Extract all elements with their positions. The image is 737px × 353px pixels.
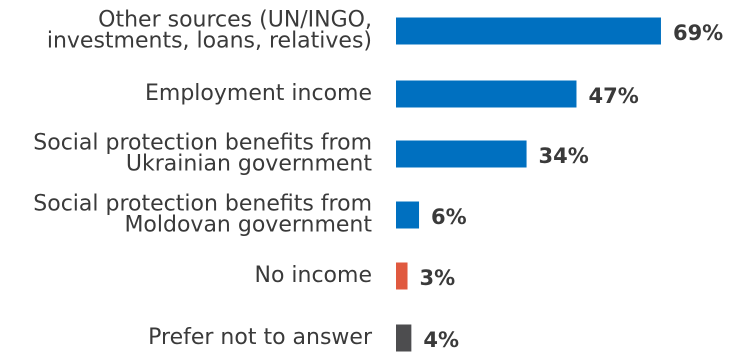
- category-label-4: No income: [255, 263, 373, 288]
- category-label-3: Social protection benefits from Moldovan …: [33, 192, 372, 238]
- category-label-line: No income: [255, 263, 373, 288]
- value-label-2: 34%: [539, 144, 589, 168]
- bar-3: [396, 201, 420, 229]
- value-label-1: 47%: [588, 84, 638, 108]
- bar-1: [396, 80, 577, 108]
- category-label-line: Other sources (UN/INGO,: [98, 8, 372, 33]
- category-label-2: Social protection benefits from Ukrainian…: [33, 131, 372, 177]
- category-label-line: Social protection benefits from: [33, 131, 372, 156]
- category-label-line: investments, loans, relatives): [47, 29, 372, 54]
- bar-4: [396, 262, 408, 290]
- value-label-5: 4%: [423, 328, 459, 352]
- bar-2: [396, 140, 527, 168]
- value-label-3: 6%: [431, 205, 467, 229]
- bar-5: [396, 324, 412, 352]
- category-label-line: Moldovan government: [124, 213, 372, 238]
- category-label-5: Prefer not to answer: [148, 325, 373, 350]
- value-label-0: 69%: [673, 21, 723, 45]
- category-label-line: Social protection benefits from: [33, 192, 372, 217]
- category-label-1: Employment income: [145, 81, 372, 106]
- value-label-4: 3%: [420, 266, 456, 290]
- bar-0: [396, 17, 661, 45]
- category-label-line: Prefer not to answer: [148, 325, 373, 350]
- category-label-line: Employment income: [145, 81, 372, 106]
- category-label-0: Other sources (UN/INGO, investments, loan…: [47, 8, 372, 54]
- category-label-line: Ukrainian government: [126, 152, 372, 177]
